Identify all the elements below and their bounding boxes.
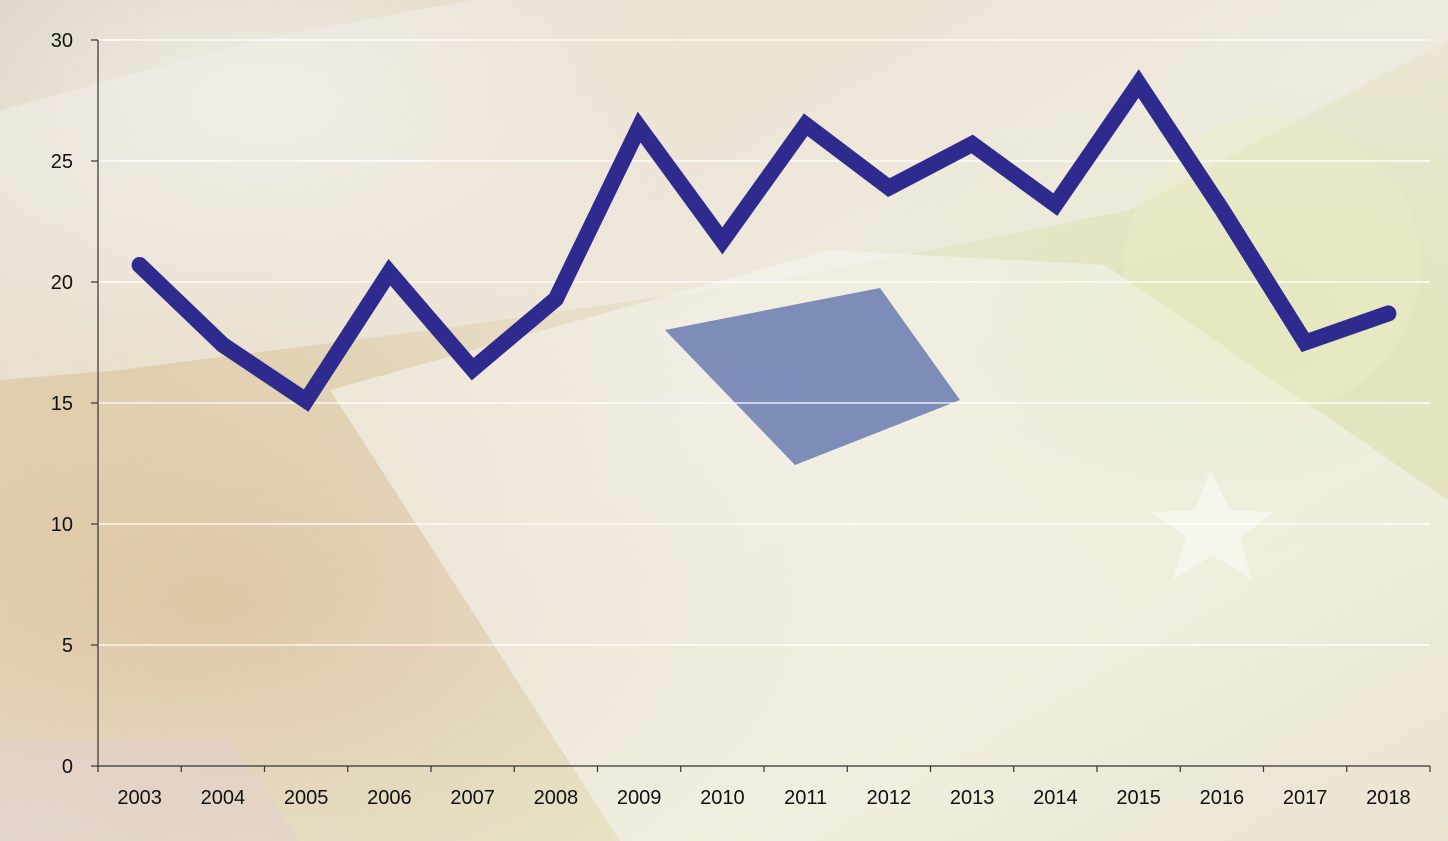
y-tick-label: 20 <box>51 272 73 294</box>
axes <box>91 39 1431 772</box>
data-series <box>131 69 1397 412</box>
x-tick-label: 2006 <box>367 787 412 809</box>
x-tick-label: 2008 <box>534 787 579 809</box>
x-tick-label: 2005 <box>284 787 329 809</box>
x-tick-label: 2004 <box>201 787 246 809</box>
banknote-top-overlay <box>0 0 1448 380</box>
x-tick-label: 2009 <box>617 787 662 809</box>
star-shape <box>1150 470 1275 580</box>
y-tick-label: 30 <box>51 30 73 52</box>
x-tick-label: 2017 <box>1283 787 1328 809</box>
coin-shape <box>1124 117 1420 413</box>
x-tick-label: 2010 <box>700 787 745 809</box>
x-tick-label: 2012 <box>867 787 912 809</box>
eu-flag-shape <box>665 288 960 465</box>
y-tick-label: 15 <box>51 393 73 415</box>
x-tick-label: 2003 <box>117 787 162 809</box>
series-line <box>131 69 1397 412</box>
gridlines <box>98 39 1430 646</box>
x-tick-label: 2013 <box>950 787 995 809</box>
y-tick-label: 10 <box>51 514 73 536</box>
x-tick-label: 2016 <box>1200 787 1245 809</box>
x-tick-label: 2011 <box>784 787 827 809</box>
y-tick-label: 25 <box>51 151 73 173</box>
banknote-center-overlay <box>330 250 1448 841</box>
bottom-left-note-shape <box>0 740 300 841</box>
x-tick-label: 2015 <box>1116 787 1161 809</box>
tick-labels: 0 5 10 15 20 25 30 2003 2004 2005 2006 2007 2008 2009… <box>51 30 1411 809</box>
x-tick-label: 2018 <box>1366 787 1411 809</box>
y-tick-label: 5 <box>62 635 73 657</box>
x-tick-label: 2007 <box>450 787 495 809</box>
x-tick-label: 2014 <box>1033 787 1078 809</box>
y-tick-label: 0 <box>62 756 73 778</box>
